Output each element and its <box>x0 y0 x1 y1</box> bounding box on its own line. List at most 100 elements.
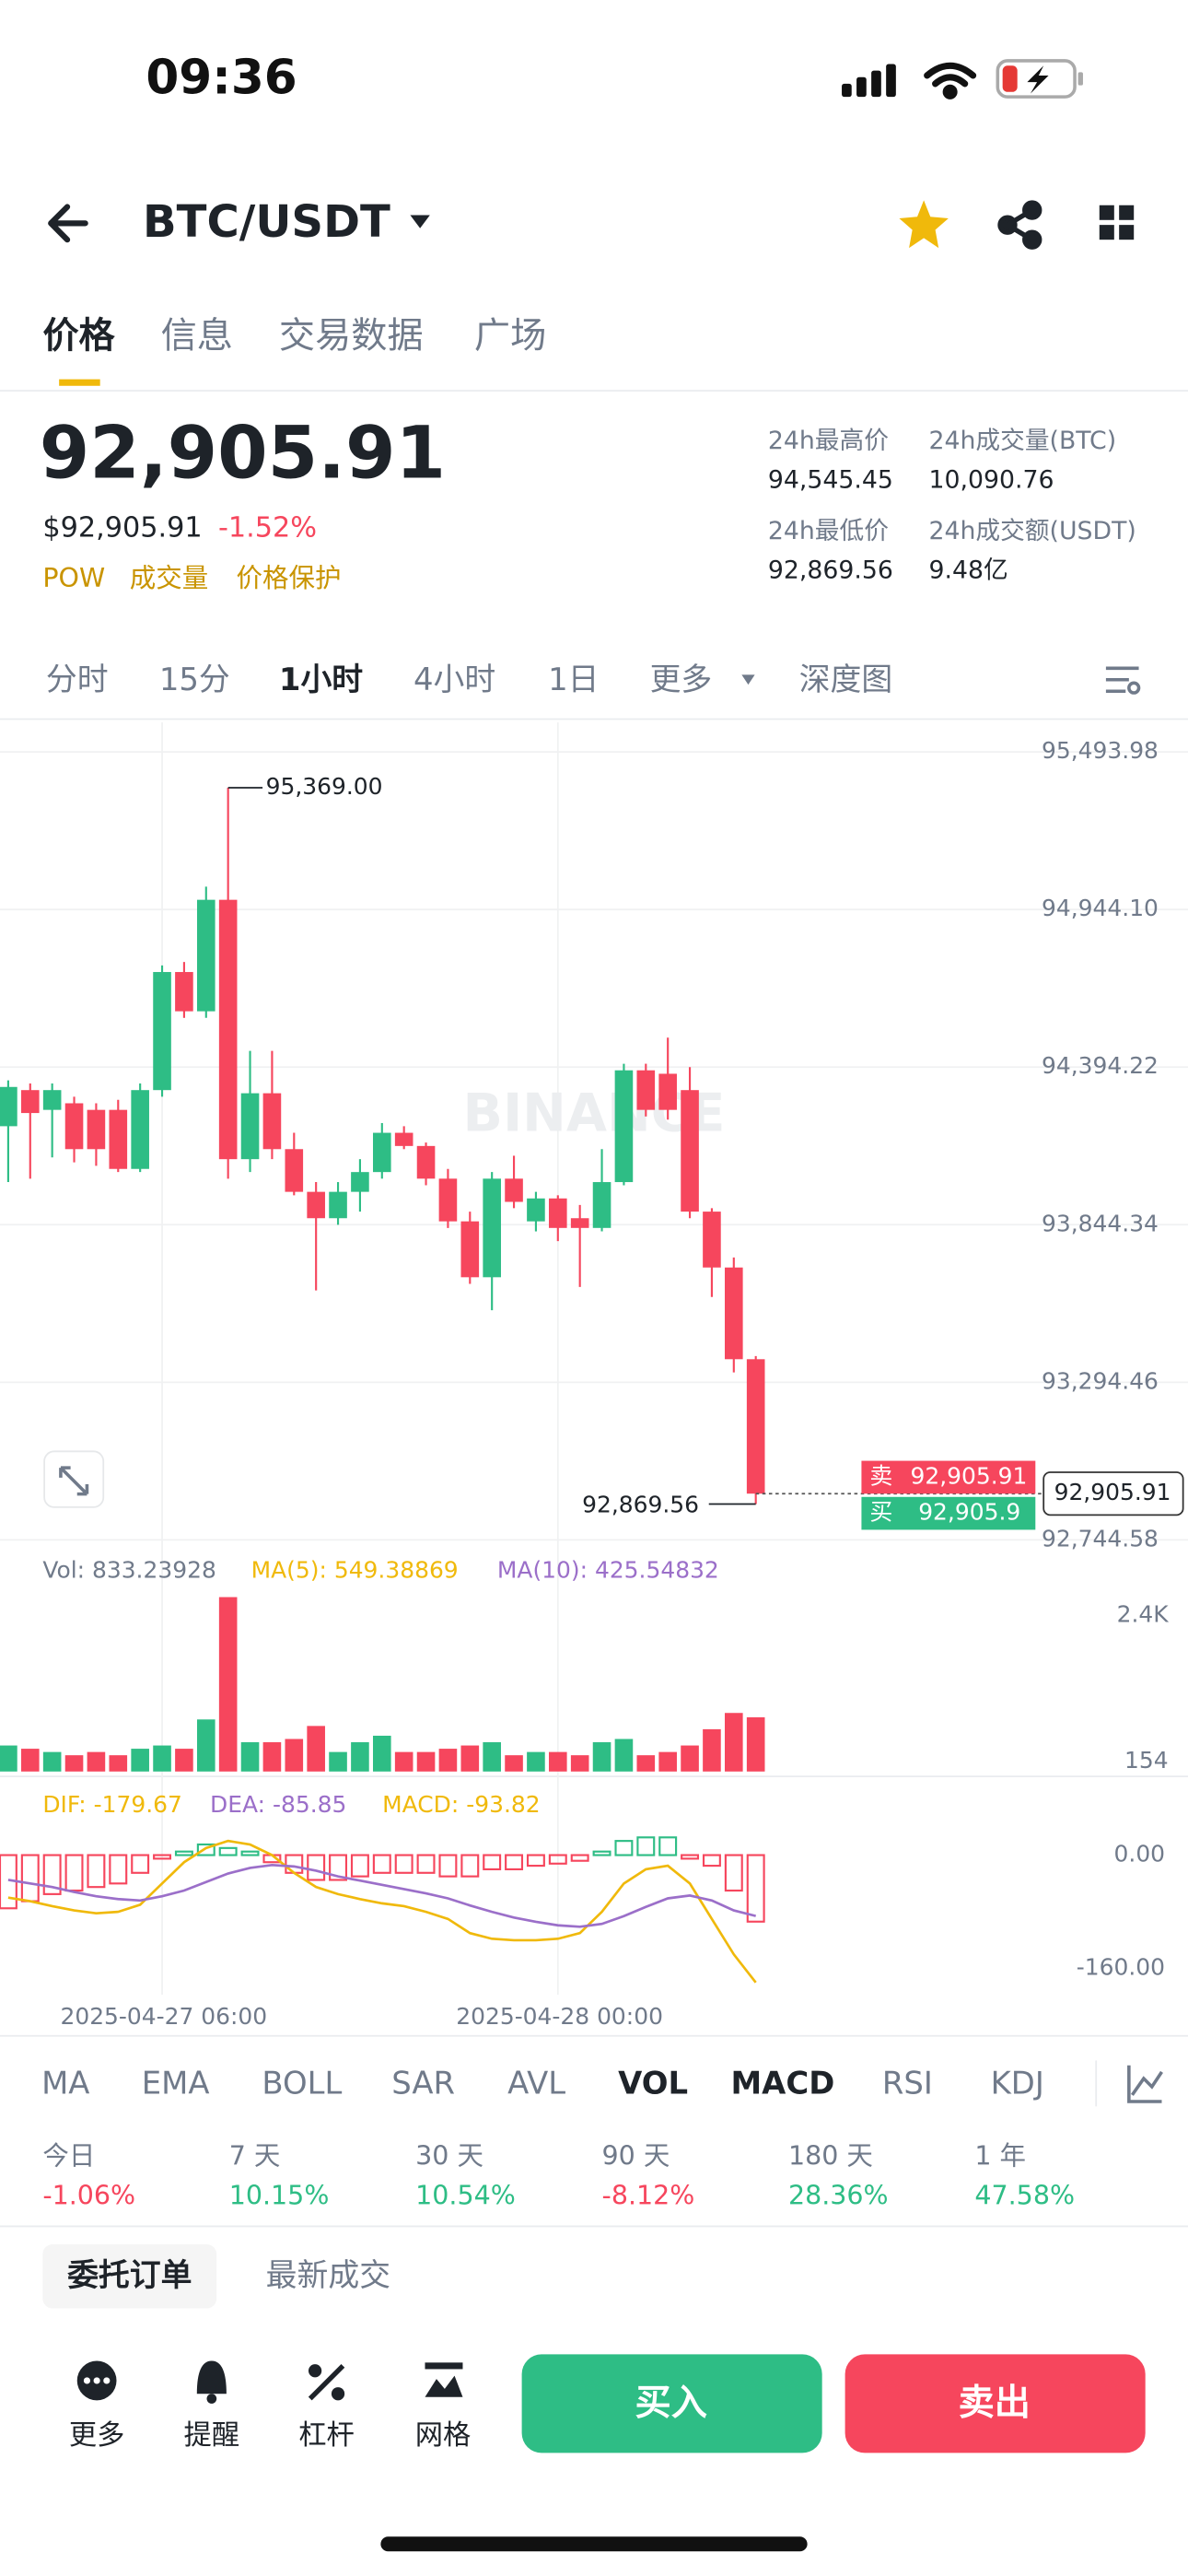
macd-bar <box>505 1854 524 1871</box>
volume-bar <box>372 1735 391 1772</box>
more-dropdown[interactable] <box>741 674 755 685</box>
indicator-tab[interactable]: RSI <box>882 2066 933 2102</box>
order-tab[interactable]: 委托订单 <box>67 2257 192 2293</box>
pair-title[interactable]: BTC/USDT <box>143 196 390 248</box>
price-tag[interactable]: POW <box>42 563 105 593</box>
sell-label[interactable]: 卖出 <box>959 2383 1031 2424</box>
order-tab[interactable]: 最新成交 <box>266 2257 390 2293</box>
candle-body <box>285 1149 304 1192</box>
usd-price: $92,905.91 <box>42 511 202 544</box>
nav-label[interactable]: 提醒 <box>184 2419 240 2452</box>
macd-bar <box>394 1854 413 1874</box>
nav-label[interactable]: 杠杆 <box>298 2419 355 2452</box>
interval-tab[interactable]: 分时 <box>46 662 109 697</box>
volume-bar <box>240 1742 260 1772</box>
candle-body <box>681 1090 699 1212</box>
candle-body <box>372 1132 391 1173</box>
candle-body <box>394 1132 413 1146</box>
vol-legend: MA(5): 549.38869 <box>251 1556 459 1583</box>
last-price: 92,905.91 <box>40 412 446 496</box>
perf-value: -8.12% <box>602 2180 695 2210</box>
price-tag[interactable]: 成交量 <box>130 563 209 593</box>
back-button[interactable] <box>48 204 88 243</box>
indicator-tab[interactable]: MACD <box>731 2066 835 2102</box>
expand-button[interactable] <box>43 1450 105 1508</box>
interval-tab[interactable]: 深度图 <box>799 662 893 697</box>
macd-legend: DEA: -85.85 <box>210 1791 346 1818</box>
candle-body <box>109 1109 128 1169</box>
perf-value: 47.58% <box>974 2180 1075 2210</box>
menu-grid[interactable] <box>1099 205 1135 240</box>
high-label: 95,369.00 <box>266 773 383 800</box>
price-change: -1.52% <box>218 511 317 544</box>
tab[interactable]: 交易数据 <box>279 316 424 357</box>
candle-body <box>614 1070 634 1183</box>
tab[interactable]: 信息 <box>161 316 233 357</box>
buy-label[interactable]: 买入 <box>635 2383 707 2424</box>
volume-bar <box>131 1749 149 1772</box>
candle-body <box>262 1093 282 1150</box>
bid-price: 92,905.9 <box>918 1499 1020 1526</box>
indicator-tab[interactable]: SAR <box>391 2066 455 2102</box>
volume-bar <box>329 1751 347 1772</box>
indicator-tab[interactable]: MA <box>41 2066 89 2102</box>
chart-settings[interactable] <box>1105 666 1141 695</box>
nav-label[interactable]: 网格 <box>415 2419 472 2452</box>
favorite-star[interactable] <box>899 200 949 249</box>
tab[interactable]: 广场 <box>474 316 546 357</box>
volume-bar <box>394 1751 413 1772</box>
candle-body <box>0 1086 17 1127</box>
volume-bar <box>218 1597 238 1772</box>
macd-bar <box>548 1854 567 1865</box>
perf-label: 7 天 <box>229 2141 281 2172</box>
perf-value: 28.36% <box>788 2180 889 2210</box>
candle-body <box>351 1172 369 1192</box>
candle-body <box>329 1191 347 1219</box>
macd-bar <box>526 1854 545 1868</box>
interval-tab[interactable]: 15分 <box>159 662 230 697</box>
indicator-tab[interactable]: AVL <box>507 2066 565 2102</box>
volume-bar <box>351 1742 369 1772</box>
macd-bar <box>724 1854 743 1892</box>
candle-body <box>42 1090 62 1110</box>
indicator-tab[interactable]: KDJ <box>991 2066 1044 2102</box>
candle-body <box>438 1178 458 1222</box>
candle-body <box>549 1198 567 1228</box>
volume-bar <box>725 1713 743 1772</box>
nav-label[interactable]: 更多 <box>69 2419 125 2452</box>
macd-legend: MACD: -93.82 <box>382 1791 540 1818</box>
candle-body <box>307 1191 325 1219</box>
indicator-tab[interactable]: EMA <box>142 2066 210 2102</box>
interval-tab[interactable]: 更多 <box>650 662 713 697</box>
interval-tab[interactable]: 1小时 <box>279 662 363 697</box>
pair-dropdown[interactable] <box>410 215 430 228</box>
perf-label: 1 年 <box>974 2141 1026 2172</box>
buy-button[interactable] <box>521 2354 822 2453</box>
volume-bar <box>196 1719 215 1772</box>
x-tick-label: 2025-04-27 06:00 <box>60 2003 267 2030</box>
indicator-tab[interactable]: BOLL <box>262 2066 342 2102</box>
macd-bar <box>372 1854 391 1874</box>
perf-value: 10.15% <box>229 2180 330 2210</box>
interval-tab[interactable]: 4小时 <box>413 662 495 697</box>
volume-bar <box>570 1755 589 1772</box>
macd-bar <box>746 1854 765 1923</box>
volume-bar <box>549 1751 567 1772</box>
candle-body <box>658 1073 677 1110</box>
volume-bar <box>658 1751 677 1772</box>
stat-label: 24h成交量(BTC) <box>928 427 1116 455</box>
tab[interactable]: 价格 <box>42 316 115 357</box>
stat-label: 24h最低价 <box>768 517 889 545</box>
share-button[interactable] <box>997 200 1042 250</box>
interval-tab[interactable]: 1日 <box>548 662 599 697</box>
sell-button[interactable] <box>844 2354 1146 2453</box>
y-tick-label: -160.00 <box>1077 1954 1165 1981</box>
indicator-settings[interactable] <box>1127 2065 1163 2103</box>
indicator-tab[interactable]: VOL <box>618 2066 688 2102</box>
macd-bar <box>438 1854 458 1878</box>
volume-bar <box>592 1742 611 1772</box>
y-tick-label: 93,294.46 <box>1042 1367 1159 1394</box>
price-tag[interactable]: 价格保护 <box>237 563 342 593</box>
